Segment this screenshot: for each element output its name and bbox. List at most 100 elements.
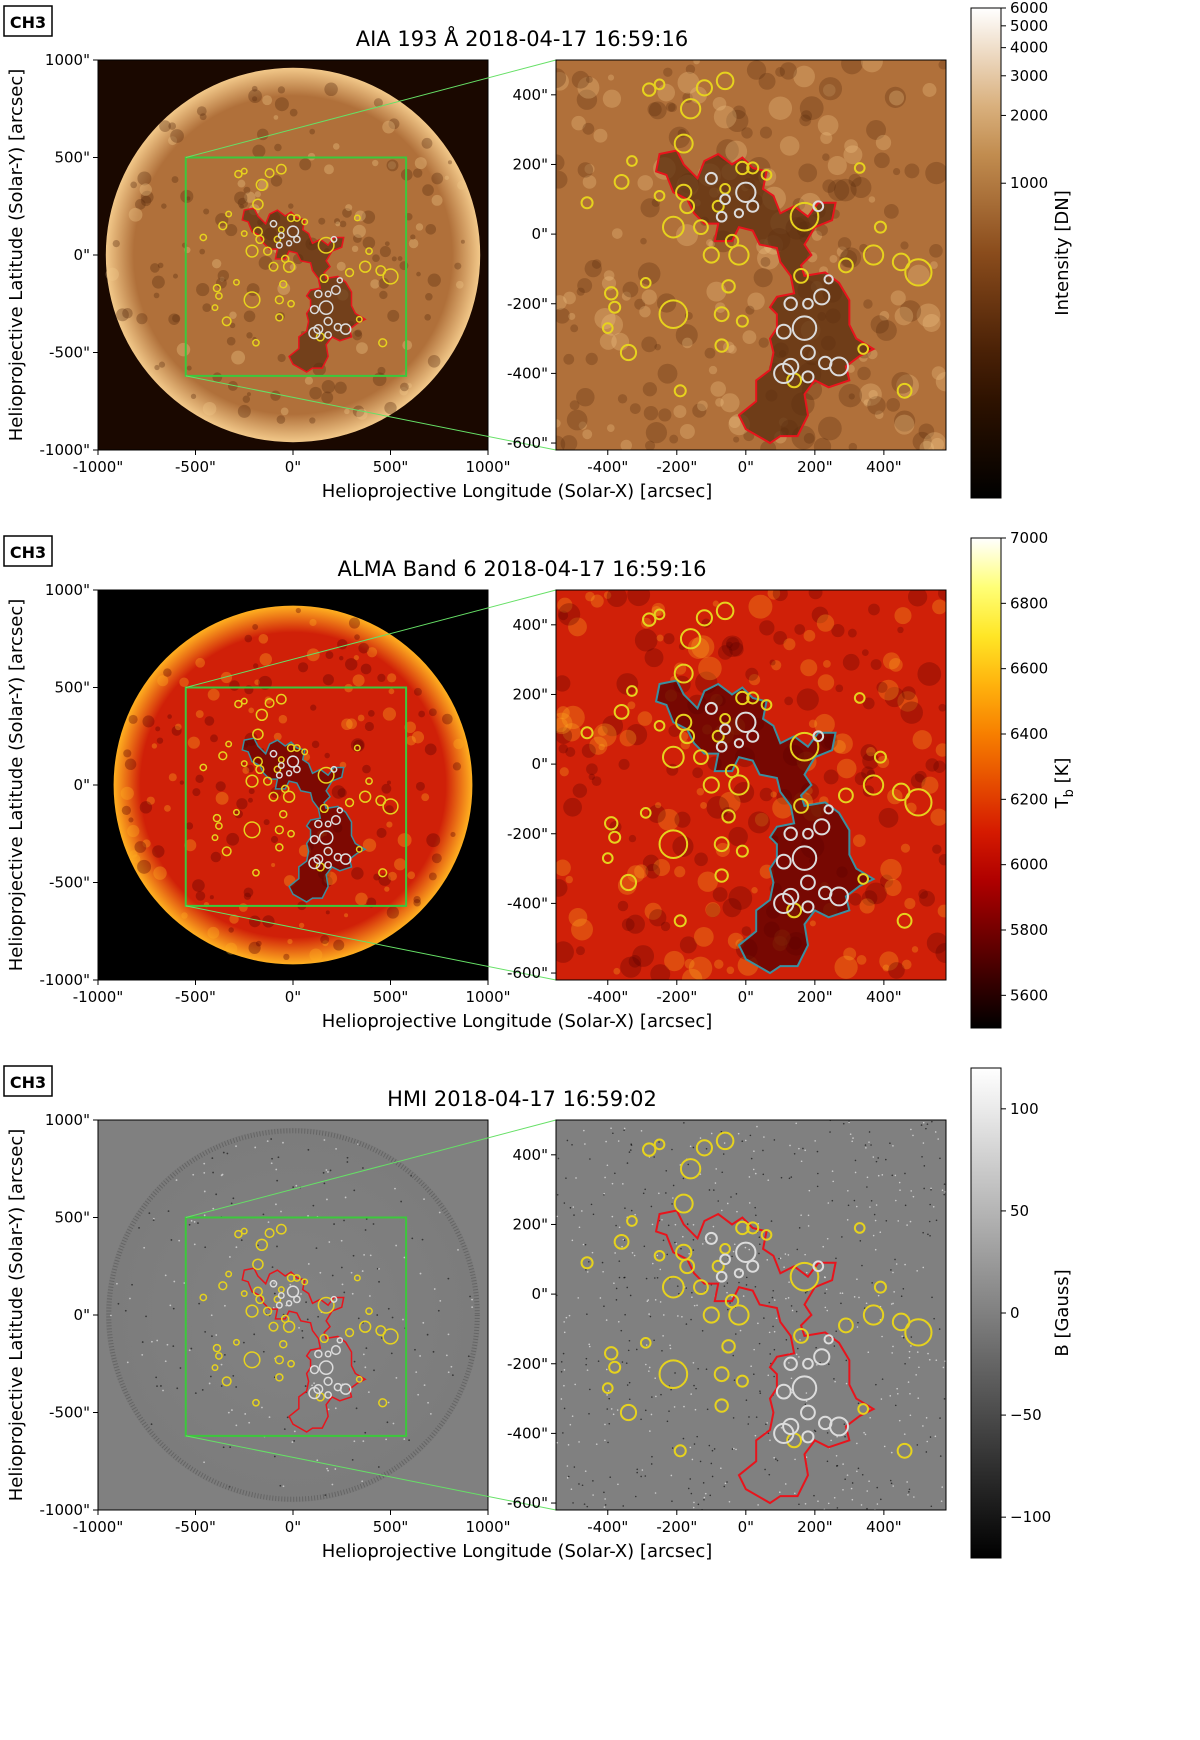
disk-texture [211, 1335, 213, 1338]
zoom-texture [773, 1456, 775, 1459]
zoom-texture [753, 1373, 755, 1376]
feature-circle [733, 738, 745, 749]
disk-texture [362, 236, 376, 250]
feature-circle [711, 199, 725, 213]
disk-texture [190, 1347, 193, 1350]
zoom-texture [753, 268, 773, 288]
feature-circle [679, 98, 702, 120]
disk-texture [253, 1333, 256, 1336]
disk-texture [382, 120, 395, 134]
zoom-texture [846, 1219, 849, 1221]
zoom-texture [904, 1263, 906, 1266]
disk-texture [313, 1382, 315, 1385]
feature-circle [601, 852, 614, 864]
zoom-texture [606, 1408, 609, 1410]
feature-circle [812, 1260, 825, 1273]
zoom-texture [938, 60, 946, 70]
zoom-texture [881, 1378, 884, 1380]
feature-circle [714, 1398, 729, 1413]
zoom-texture [639, 306, 651, 318]
zoom-texture [930, 1505, 933, 1508]
zoom-texture [615, 1224, 617, 1227]
disk-texture [351, 245, 359, 253]
zoom-texture [723, 1485, 726, 1488]
disk-texture [354, 210, 366, 222]
zoom-texture [925, 161, 946, 185]
feature-circle [789, 1261, 820, 1292]
disk-texture [184, 839, 197, 852]
zoom-texture [683, 1405, 685, 1408]
zoom-texture [693, 1501, 695, 1504]
zoom-texture [829, 1131, 831, 1133]
disk-texture [202, 303, 212, 312]
limb-noise [106, 1128, 480, 1502]
disk-texture [424, 314, 431, 321]
disk-texture [248, 707, 255, 714]
zoom-texture [699, 1460, 702, 1463]
feature-circle [355, 845, 363, 853]
disk-texture [317, 1315, 320, 1318]
zoom-texture [892, 167, 901, 176]
feature-circle [661, 215, 685, 239]
disk-texture [134, 199, 146, 210]
feature-circle [274, 825, 285, 835]
zoom-texture [651, 1396, 653, 1398]
zoom-texture [675, 224, 698, 247]
zoom-texture [930, 1188, 932, 1191]
zoom-y-tick-label: -600" [507, 434, 548, 452]
feature-circle [715, 210, 728, 223]
zoom-texture [691, 1296, 693, 1298]
feature-circle [282, 790, 296, 803]
disk-texture [140, 190, 154, 204]
colorbar-bar [970, 7, 1002, 499]
disk-texture [361, 1270, 364, 1272]
disk-texture [272, 1306, 275, 1309]
zoom-y-tick-label: 0" [532, 755, 548, 773]
feature-circle [783, 826, 798, 841]
disk-texture [276, 311, 285, 321]
zoom-texture [691, 1458, 694, 1461]
zoom-texture [795, 1122, 797, 1125]
zoom-texture [673, 405, 687, 419]
zoom-texture [626, 1162, 629, 1164]
feature-circle [673, 133, 694, 154]
disk-texture [335, 1147, 337, 1150]
zoom-texture [694, 1408, 697, 1411]
disk-texture [334, 218, 341, 225]
zoom-texture [576, 89, 598, 110]
zoom-texture [620, 956, 642, 978]
zoom-y-tick-label: -400" [507, 1424, 548, 1442]
feature-circle [319, 803, 329, 814]
zoom-texture [558, 610, 569, 621]
zoom-texture [568, 617, 587, 637]
zoom-texture [701, 1329, 704, 1332]
zoom-texture [604, 1423, 606, 1426]
zoom-texture [891, 1352, 893, 1354]
zoom-texture [593, 723, 617, 747]
disk-texture [273, 1455, 276, 1458]
disk-texture [324, 1494, 327, 1497]
zoom-texture [758, 1342, 761, 1345]
zoom-texture [772, 1325, 774, 1328]
feature-circle [240, 1290, 248, 1298]
zoom-texture [563, 291, 576, 305]
colorbar-tick-label: 4000 [1010, 39, 1048, 57]
disk-texture [353, 654, 359, 661]
disk-texture [392, 1422, 395, 1425]
zoom-texture [708, 1444, 711, 1447]
disk-texture [166, 1343, 169, 1346]
zoom-texture [834, 955, 858, 979]
feature-circle [275, 693, 287, 705]
feature-circle [317, 1296, 335, 1314]
zoom-y-tick-label: 0" [532, 225, 548, 243]
feature-circle [308, 1386, 321, 1400]
disk-texture [278, 714, 288, 724]
zoom-texture [708, 365, 718, 375]
zoom-texture [681, 1315, 683, 1318]
feature-circle [330, 815, 341, 826]
disk-texture [364, 1366, 367, 1369]
disk-texture [268, 1416, 271, 1419]
zoom-texture [556, 419, 561, 428]
zoom-texture [651, 1223, 654, 1226]
disk-texture [276, 415, 286, 424]
